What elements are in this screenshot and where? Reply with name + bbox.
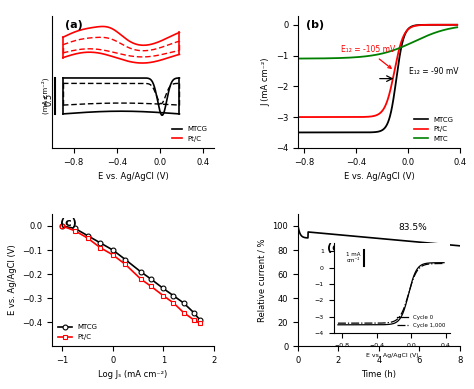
Y-axis label: E vs. Ag/AgCl (V): E vs. Ag/AgCl (V) (8, 245, 17, 315)
MTCG (110, 248, 116, 252)
Pt/C (197, 321, 202, 326)
Pt/C (191, 317, 197, 322)
Text: (a): (a) (65, 19, 83, 30)
Pt/C (138, 277, 144, 281)
Pt/C (123, 262, 128, 267)
MTCG (72, 226, 78, 231)
Y-axis label: Relative current / %: Relative current / % (258, 238, 267, 322)
X-axis label: E vs. Ag/AgCl (V): E vs. Ag/AgCl (V) (98, 172, 168, 181)
Y-axis label: J (mA cm⁻²): J (mA cm⁻²) (261, 58, 270, 106)
Pt/C (85, 236, 91, 240)
Text: E₁₂ = -105 mV: E₁₂ = -105 mV (341, 46, 395, 68)
Pt/C (97, 245, 103, 250)
Pt/C (181, 310, 186, 315)
Pt/C (161, 293, 166, 298)
Line: MTCG: MTCG (60, 224, 202, 322)
Text: (c): (c) (60, 218, 77, 228)
Text: 0.5: 0.5 (44, 93, 53, 106)
MTCG (123, 257, 128, 262)
MTCG (97, 240, 103, 245)
Pt/C (72, 228, 78, 233)
MTCG (191, 310, 197, 315)
X-axis label: E vs. Ag/AgCl (V): E vs. Ag/AgCl (V) (344, 172, 414, 181)
MTCG (85, 233, 91, 238)
MTCG (197, 317, 202, 322)
MTCG (181, 301, 186, 305)
Text: (mA cm⁻²): (mA cm⁻²) (42, 78, 49, 114)
MTCG (161, 286, 166, 291)
Pt/C (110, 252, 116, 257)
MTCG (171, 293, 176, 298)
Pt/C (59, 224, 65, 228)
Line: Pt/C: Pt/C (60, 224, 202, 326)
MTCG (59, 224, 65, 228)
Text: E₁₂ = -90 mV: E₁₂ = -90 mV (410, 67, 459, 76)
Text: 83.5%: 83.5% (398, 223, 427, 232)
X-axis label: Time (h): Time (h) (361, 370, 396, 380)
Legend: MTCG, Pt/C: MTCG, Pt/C (169, 123, 210, 144)
Pt/C (171, 301, 176, 305)
X-axis label: Log Jₛ (mA cm⁻²): Log Jₛ (mA cm⁻²) (99, 370, 168, 380)
Legend: MTCG, Pt/C, MTC: MTCG, Pt/C, MTC (411, 114, 456, 144)
MTCG (138, 269, 144, 274)
Legend: MTCG, Pt/C: MTCG, Pt/C (55, 322, 100, 343)
Text: (b): (b) (306, 19, 324, 30)
MTCG (148, 277, 154, 281)
Pt/C (148, 284, 154, 288)
Text: (d): (d) (327, 243, 345, 253)
